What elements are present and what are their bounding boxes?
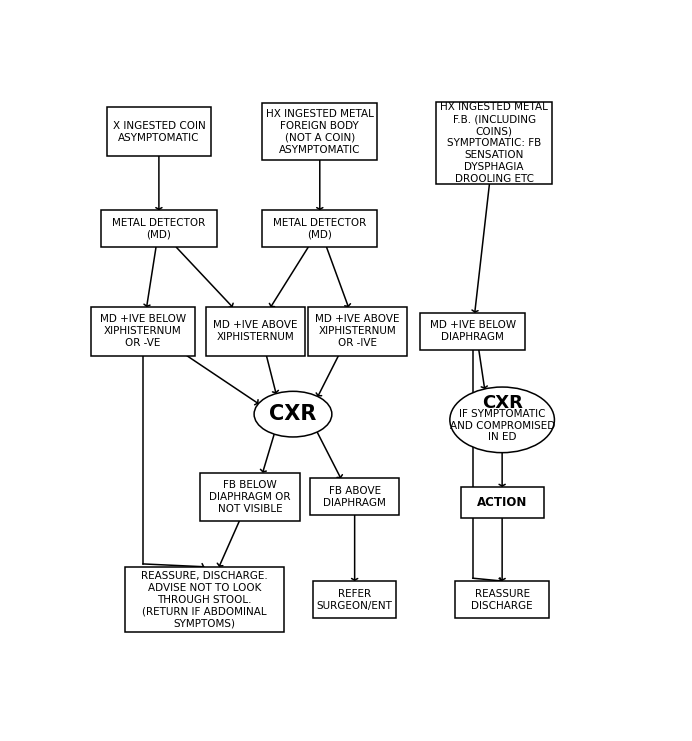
Text: REFER
SURGEON/ENT: REFER SURGEON/ENT: [317, 588, 392, 611]
FancyBboxPatch shape: [91, 308, 195, 356]
FancyBboxPatch shape: [437, 102, 552, 185]
FancyBboxPatch shape: [461, 487, 544, 518]
Text: HX INGESTED METAL
F.B. (INCLUDING
COINS)
SYMPTOMATIC: FB
SENSATION
DYSPHAGIA
DRO: HX INGESTED METAL F.B. (INCLUDING COINS)…: [440, 102, 548, 184]
FancyBboxPatch shape: [201, 473, 300, 521]
Text: HX INGESTED METAL
FOREIGN BODY
(NOT A COIN)
ASYMPTOMATIC: HX INGESTED METAL FOREIGN BODY (NOT A CO…: [266, 109, 374, 155]
Text: METAL DETECTOR
(MD): METAL DETECTOR (MD): [112, 218, 206, 239]
Text: REASSURE, DISCHARGE.
ADVISE NOT TO LOOK
THROUGH STOOL.
(RETURN IF ABDOMINAL
SYMP: REASSURE, DISCHARGE. ADVISE NOT TO LOOK …: [141, 571, 268, 628]
Text: X INGESTED COIN
ASYMPTOMATIC: X INGESTED COIN ASYMPTOMATIC: [113, 121, 206, 143]
FancyBboxPatch shape: [206, 308, 305, 356]
Text: CXR: CXR: [269, 404, 317, 424]
FancyBboxPatch shape: [262, 210, 377, 247]
FancyBboxPatch shape: [308, 308, 407, 356]
Text: MD +IVE BELOW
DIAPHRAGM: MD +IVE BELOW DIAPHRAGM: [430, 320, 516, 342]
FancyBboxPatch shape: [125, 567, 284, 632]
FancyBboxPatch shape: [455, 581, 549, 618]
Text: IF SYMPTOMATIC: IF SYMPTOMATIC: [459, 409, 545, 419]
FancyBboxPatch shape: [101, 210, 217, 247]
FancyBboxPatch shape: [262, 103, 377, 160]
Text: IN ED: IN ED: [488, 432, 516, 442]
Ellipse shape: [450, 387, 554, 453]
FancyBboxPatch shape: [311, 479, 399, 516]
Text: MD +IVE ABOVE
XIPHISTERNUM: MD +IVE ABOVE XIPHISTERNUM: [213, 320, 298, 342]
Text: AND COMPROMISED: AND COMPROMISED: [450, 421, 555, 431]
Text: ACTION: ACTION: [477, 496, 527, 509]
Ellipse shape: [254, 391, 332, 437]
FancyBboxPatch shape: [420, 313, 525, 350]
Text: REASSURE
DISCHARGE: REASSURE DISCHARGE: [471, 588, 533, 611]
Text: CXR: CXR: [482, 393, 522, 412]
Text: FB BELOW
DIAPHRAGM OR
NOT VISIBLE: FB BELOW DIAPHRAGM OR NOT VISIBLE: [209, 480, 291, 514]
FancyBboxPatch shape: [107, 107, 211, 156]
Text: METAL DETECTOR
(MD): METAL DETECTOR (MD): [273, 218, 367, 239]
Text: FB ABOVE
DIAPHRAGM: FB ABOVE DIAPHRAGM: [323, 486, 386, 508]
Text: MD +IVE ABOVE
XIPHISTERNUM
OR -IVE: MD +IVE ABOVE XIPHISTERNUM OR -IVE: [315, 314, 399, 348]
Text: MD +IVE BELOW
XIPHISTERNUM
OR -VE: MD +IVE BELOW XIPHISTERNUM OR -VE: [100, 314, 186, 348]
FancyBboxPatch shape: [313, 581, 397, 618]
